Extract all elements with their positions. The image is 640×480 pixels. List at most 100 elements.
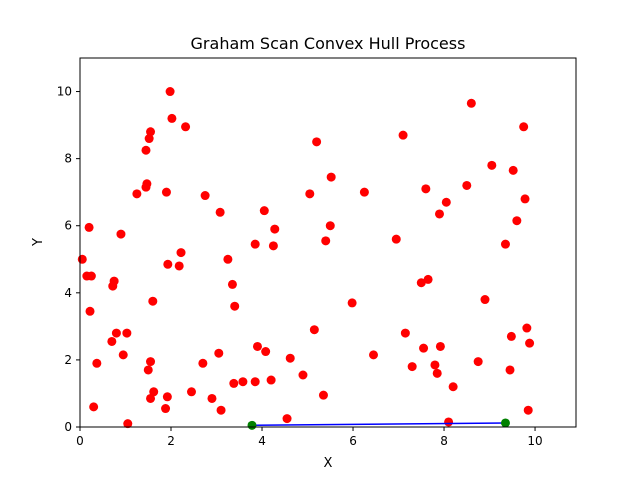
data-point <box>325 221 335 231</box>
data-point <box>142 179 152 189</box>
data-point <box>252 341 262 351</box>
data-point <box>161 187 171 197</box>
data-point <box>116 229 126 239</box>
data-point <box>84 222 94 232</box>
data-point <box>111 328 121 338</box>
data-point <box>369 350 379 360</box>
data-point <box>266 375 276 385</box>
data-point <box>230 301 240 311</box>
data-point <box>174 261 184 271</box>
data-point <box>162 392 172 402</box>
data-point <box>525 338 535 348</box>
data-point <box>165 87 175 97</box>
plot-frame <box>79 57 577 428</box>
data-point <box>309 325 319 335</box>
data-point <box>326 172 336 182</box>
y-tick-label: 4 <box>64 286 72 300</box>
data-point <box>523 405 533 415</box>
data-point <box>500 239 510 249</box>
data-point <box>407 362 417 372</box>
data-point <box>512 216 522 226</box>
data-point <box>92 358 102 368</box>
data-point <box>198 358 208 368</box>
data-point <box>132 189 142 199</box>
x-axis-label: X <box>324 456 333 471</box>
x-tick-label: 2 <box>167 434 175 448</box>
axes: 0 2 4 6 8 10 0 2 4 6 8 10 <box>57 85 543 448</box>
data-point <box>146 393 156 403</box>
data-point <box>434 209 444 219</box>
data-point <box>466 98 476 108</box>
data-point <box>487 160 497 170</box>
data-point <box>423 274 433 284</box>
data-point <box>167 113 177 123</box>
data-point <box>107 336 117 346</box>
data-point <box>505 365 515 375</box>
data-point <box>161 404 171 414</box>
hull-point <box>247 420 257 430</box>
data-point <box>285 353 295 363</box>
data-point <box>398 130 408 140</box>
data-point <box>520 194 530 204</box>
data-point <box>149 387 159 397</box>
x-tick-label: 4 <box>258 434 266 448</box>
data-point <box>441 197 451 207</box>
data-point <box>261 347 271 357</box>
data-point <box>186 387 196 397</box>
data-point <box>312 137 322 147</box>
data-point <box>141 145 151 155</box>
data-point <box>229 378 239 388</box>
data-point <box>305 189 315 199</box>
data-point <box>146 357 156 367</box>
data-point <box>391 234 401 244</box>
data-point <box>214 348 224 358</box>
x-tick-label: 0 <box>76 434 84 448</box>
data-point <box>318 390 328 400</box>
data-point <box>122 328 132 338</box>
x-tick-label: 10 <box>527 434 542 448</box>
data-point <box>163 259 173 269</box>
data-point <box>270 224 280 234</box>
data-point <box>89 402 99 412</box>
data-point <box>430 360 440 370</box>
data-point <box>118 350 128 360</box>
data-point <box>268 241 278 251</box>
data-point <box>416 278 426 288</box>
data-point <box>400 328 410 338</box>
data-point <box>215 207 225 217</box>
data-point <box>200 191 210 201</box>
data-point <box>146 127 156 137</box>
x-tick-label: 6 <box>349 434 357 448</box>
data-point <box>435 341 445 351</box>
data-point <box>148 296 158 306</box>
x-tick-label: 8 <box>440 434 448 448</box>
data-point <box>86 271 96 281</box>
data-point <box>109 276 119 286</box>
data-point <box>432 368 442 378</box>
hull-edge <box>252 422 506 427</box>
data-point <box>123 419 133 429</box>
data-point <box>522 323 532 333</box>
data-point <box>298 370 308 380</box>
y-tick-label: 6 <box>64 219 72 233</box>
data-point <box>506 331 516 341</box>
data-point <box>508 165 518 175</box>
data-point <box>444 417 454 427</box>
data-point <box>448 382 458 392</box>
data-point <box>238 377 248 387</box>
data-point <box>77 254 87 264</box>
data-point <box>181 122 191 132</box>
data-point <box>462 180 472 190</box>
data-point <box>85 306 95 316</box>
data-point <box>223 254 233 264</box>
data-point <box>473 357 483 367</box>
data-point <box>144 134 154 144</box>
data-point <box>227 279 237 289</box>
data-point <box>347 298 357 308</box>
data-point <box>419 343 429 353</box>
plot-area <box>77 87 535 430</box>
data-point <box>259 206 269 216</box>
